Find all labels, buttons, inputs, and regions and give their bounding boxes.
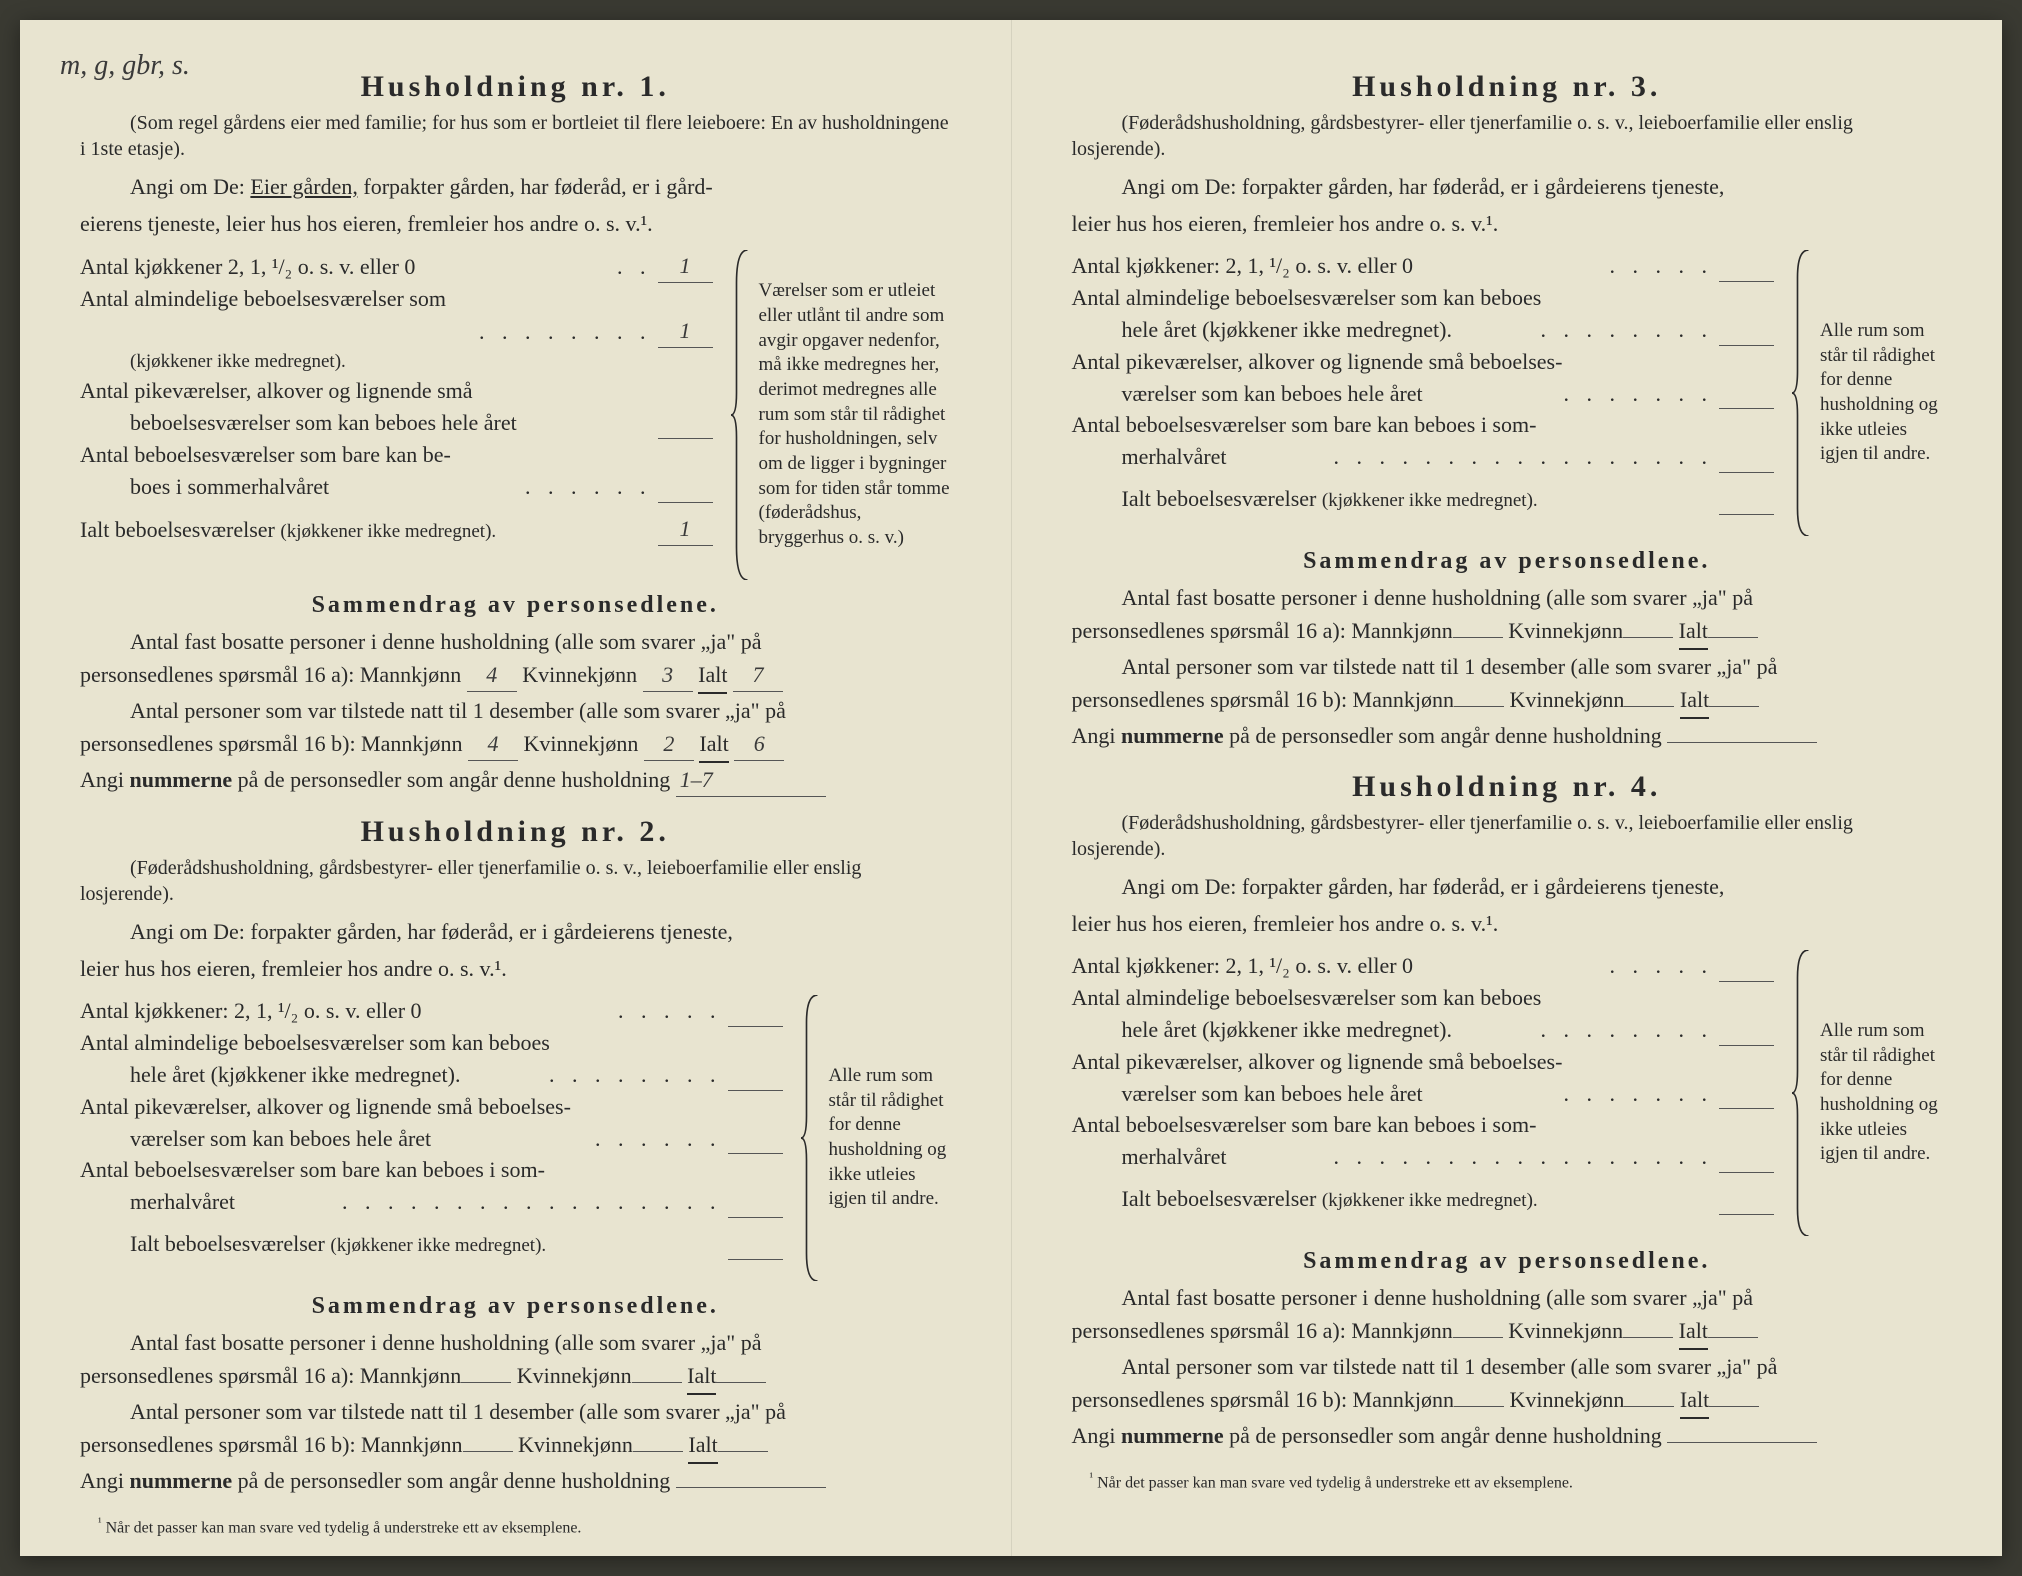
ialt-a-value: 7 <box>733 658 783 692</box>
angi-line: Angi om De: Eier gården, forpakter gårde… <box>80 170 951 203</box>
mk-a-value: 4 <box>467 658 517 692</box>
summary-title: Sammendrag av personsedlene. <box>80 592 951 619</box>
rooms-list: Antal kjøkkener 2, 1, ¹/₂ o. s. v. eller… <box>80 250 713 580</box>
left-page: m, g, gbr, s. Husholdning nr. 1. (Som re… <box>20 20 1012 1556</box>
kk-b-value: 2 <box>644 727 694 761</box>
angi-underlined: Eier gården, <box>250 174 358 199</box>
household-4: Husholdning nr. 4. (Føderådshusholdning,… <box>1072 770 1943 1452</box>
summary-16b: personsedlenes spørsmål 16 b): Mannkjønn… <box>80 727 951 763</box>
numbers-line: Angi nummerne på de personsedler som ang… <box>80 763 951 797</box>
bracket-note: Værelser som er utleiet eller utlånt til… <box>731 250 951 580</box>
household-subtitle: (Føderådshusholdning, gårdsbestyrer- ell… <box>80 855 951 907</box>
brace-icon <box>1792 250 1814 536</box>
numbers-value: 1–7 <box>676 763 826 797</box>
rooms-block: Antal kjøkkener 2, 1, ¹/₂ o. s. v. eller… <box>80 250 951 580</box>
angi-line-2: eierens tjeneste, leier hus hos eieren, … <box>80 207 951 240</box>
footnote: ¹ Når det passer kan man svare ved tydel… <box>1072 1470 1943 1492</box>
kk-a-value: 3 <box>643 658 693 692</box>
household-3: Husholdning nr. 3. (Føderådshusholdning,… <box>1072 70 1943 752</box>
total-rooms-value: 1 <box>658 513 713 546</box>
household-title: Husholdning nr. 1. <box>80 70 951 104</box>
mk-b-value: 4 <box>468 727 518 761</box>
rooms-block: Antal kjøkkener: 2, 1, ¹/₂ o. s. v. elle… <box>80 995 951 1281</box>
handwritten-annotation: m, g, gbr, s. <box>60 50 190 82</box>
ordinary-rooms-value: 1 <box>658 315 713 348</box>
footnote: ¹ Når det passer kan man svare ved tydel… <box>80 1515 951 1537</box>
household-2: Husholdning nr. 2. (Føderådshusholdning,… <box>80 815 951 1497</box>
household-title: Husholdning nr. 2. <box>80 815 951 849</box>
household-subtitle: (Som regel gårdens eier med familie; for… <box>80 110 951 162</box>
ialt-b-value: 6 <box>734 727 784 761</box>
brace-icon <box>1792 950 1814 1236</box>
document-spread: m, g, gbr, s. Husholdning nr. 1. (Som re… <box>20 20 2002 1556</box>
summary-16a: personsedlenes spørsmål 16 a): Mannkjønn… <box>80 658 951 694</box>
brace-icon <box>731 250 753 580</box>
right-page: Husholdning nr. 3. (Føderådshusholdning,… <box>1012 20 2003 1556</box>
household-1: Husholdning nr. 1. (Som regel gårdens ei… <box>80 70 951 797</box>
brace-icon <box>801 995 823 1281</box>
kitchens-value: 1 <box>658 250 713 283</box>
